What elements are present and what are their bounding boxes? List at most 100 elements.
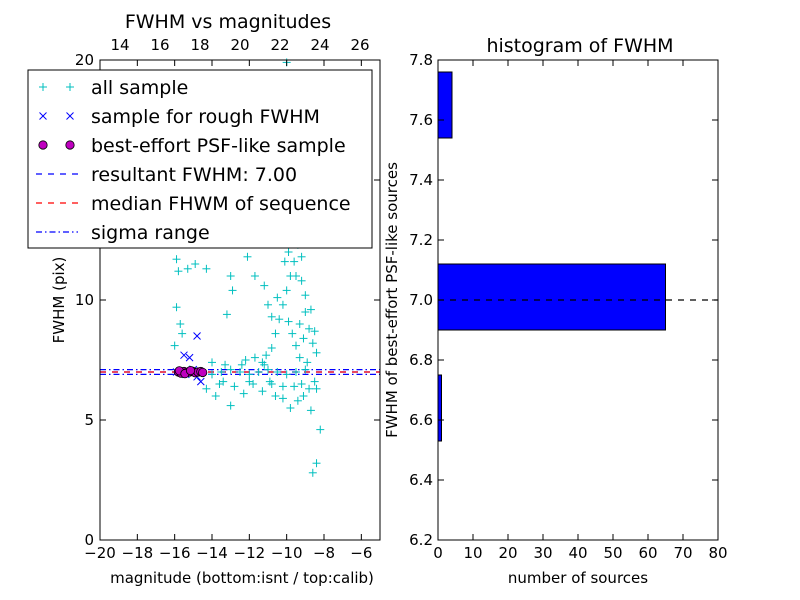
left-scatter-point xyxy=(262,351,271,360)
left-scatter-point xyxy=(202,384,211,393)
left-scatter-point xyxy=(301,308,310,316)
right-x-tick-label: 80 xyxy=(708,544,727,562)
left-scatter-point xyxy=(260,281,269,290)
right-x-tick-label: 0 xyxy=(433,544,443,562)
left-y-tick-label: 0 xyxy=(84,531,94,549)
left-scatter-point xyxy=(217,368,226,376)
left-scatter-point xyxy=(228,286,237,295)
left-scatter-point xyxy=(282,286,291,295)
left-scatter-point xyxy=(185,365,196,376)
left-scatter-point xyxy=(243,252,252,261)
right-data-layer xyxy=(437,71,718,442)
histogram-bar xyxy=(437,374,442,442)
left-scatter-point xyxy=(226,401,235,410)
left-scatter-point-b xyxy=(196,377,205,386)
left-x-tick-label: −8 xyxy=(313,544,335,562)
left-scatter-point xyxy=(215,380,224,388)
left-frame-outline xyxy=(99,59,381,541)
left-chart-title: FWHM vs magnitudes xyxy=(125,11,331,33)
legend-label: resultant FWHM: 7.00 xyxy=(91,164,297,186)
left-scatter-point xyxy=(172,255,181,264)
left-x-axis-label: magnitude (bottom:isnt / top:calib) xyxy=(110,569,374,587)
legend-marker-b xyxy=(66,112,74,120)
right-x-tick-label: 60 xyxy=(638,544,657,562)
legend-label: sigma range xyxy=(91,222,210,244)
left-x-tick-label: −10 xyxy=(271,544,303,562)
right-y-tick-label: 7.8 xyxy=(409,51,433,69)
left-scatter-point xyxy=(286,404,295,412)
left-scatter-point xyxy=(172,303,181,312)
left-scatter-point xyxy=(305,324,314,333)
left-scatter-point xyxy=(273,368,282,376)
left-data-layer xyxy=(100,58,380,477)
left-scatter-point xyxy=(208,370,216,379)
legend-label: sample for rough FWHM xyxy=(91,106,320,128)
left-scatter-point xyxy=(245,370,254,379)
left-scatter-point xyxy=(226,365,235,374)
left-scatter-point xyxy=(297,252,306,261)
left-x-tick-label: −20 xyxy=(84,544,116,562)
left-scatter-point xyxy=(267,312,276,321)
left-scatter-point xyxy=(191,260,200,268)
right-y-tick-label: 6.4 xyxy=(409,471,433,489)
left-scatter-point xyxy=(250,272,259,280)
left-scatter-point xyxy=(267,344,276,352)
left-scatter-point xyxy=(196,377,205,386)
left-scatter-point xyxy=(170,341,179,350)
legend-marker-b xyxy=(39,112,47,120)
left-scatter-point xyxy=(193,332,201,340)
left-scatter-point xyxy=(178,329,187,338)
left-top-tick-label: 16 xyxy=(150,36,169,54)
left-scatter-point xyxy=(221,360,230,369)
left-scatter-point xyxy=(290,382,299,391)
right-x-tick-label: 10 xyxy=(463,544,482,562)
left-scatter-point xyxy=(312,348,321,357)
right-y-tick-label: 7.0 xyxy=(409,291,433,309)
left-scatter-point xyxy=(308,339,317,348)
left-scatter-point xyxy=(208,358,216,367)
left-x-tick-label: −18 xyxy=(122,544,154,562)
right-x-tick-label: 50 xyxy=(603,544,622,562)
left-x-tick-label: −16 xyxy=(159,544,191,562)
left-scatter-point xyxy=(306,305,315,314)
left-scatter-point xyxy=(260,360,269,369)
left-scatter-point xyxy=(264,365,272,374)
left-scatter-point xyxy=(312,384,321,393)
left-scatter-point xyxy=(284,248,293,256)
right-x-tick-label: 40 xyxy=(568,544,587,562)
left-scatter-point xyxy=(241,356,250,364)
left-scatter-point xyxy=(237,360,246,369)
left-scatter-point xyxy=(278,300,287,309)
left-scatter-point xyxy=(250,353,259,362)
right-axes: 0 10 20 30 40 50 60 70 80 6.2 6.4 6.6 6.8 7.0 7.2 7.4 7.… xyxy=(409,51,727,562)
left-scatter-point xyxy=(264,300,272,309)
left-top-tick-label: 14 xyxy=(110,36,129,54)
left-top-tick-label: 24 xyxy=(310,36,329,54)
legend-marker xyxy=(39,112,47,120)
legend-marker xyxy=(66,112,74,120)
left-scatter-point xyxy=(176,320,185,328)
left-scatter-point xyxy=(292,368,300,376)
right-y-tick-label: 6.2 xyxy=(409,531,433,549)
left-scatter-point xyxy=(310,377,319,386)
legend-label: best-effort PSF-like sample xyxy=(91,135,346,157)
legend: all sample sample for rough FWHM best-effo… xyxy=(27,69,373,249)
left-scatter-point xyxy=(226,272,235,280)
legend-marker xyxy=(38,140,48,150)
left-scatter-point xyxy=(230,382,239,391)
left-scatter-point xyxy=(288,329,297,338)
left-scatter-point xyxy=(297,276,306,285)
left-scatter-point xyxy=(301,365,310,374)
left-scatter-point xyxy=(297,380,306,388)
legend-box xyxy=(27,69,373,249)
left-scatter-point xyxy=(282,370,291,379)
left-scatter-point xyxy=(185,353,194,362)
left-scatter-point xyxy=(284,317,293,326)
left-scatter-point xyxy=(278,394,287,403)
right-x-tick-label: 70 xyxy=(673,544,692,562)
right-x-tick-label: 20 xyxy=(498,544,517,562)
right-frame-outline xyxy=(437,59,719,541)
left-scatter-point xyxy=(245,377,254,386)
left-scatter-point xyxy=(202,264,211,273)
